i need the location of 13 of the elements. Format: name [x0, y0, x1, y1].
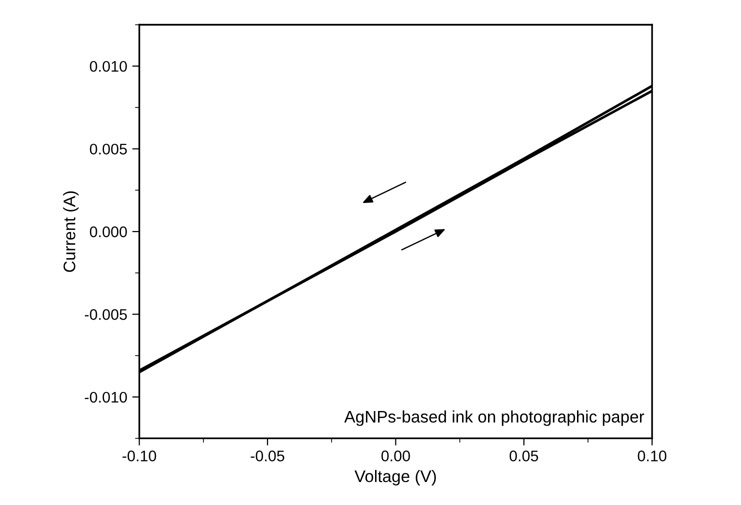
x-tick-label: 0.10	[638, 450, 666, 462]
y-tick-label: -0.005	[84, 309, 127, 320]
x-axis-title: Voltage (V)	[354, 470, 436, 486]
annotation: AgNPs-based ink on photographic paper	[344, 410, 644, 426]
y-tick-label: 0.000	[90, 226, 127, 238]
x-tick-label: 0.00	[381, 450, 410, 462]
x-tick-label: 0.05	[510, 450, 538, 462]
y-tick-label: 0.005	[90, 144, 127, 155]
x-tick-label: -0.05	[250, 450, 284, 462]
y-tick-label: -0.010	[84, 392, 127, 403]
y-tick-label: 0.010	[90, 60, 127, 72]
x-tick-label: -0.10	[122, 450, 156, 462]
y-axis-title: Current (A)	[63, 191, 79, 272]
